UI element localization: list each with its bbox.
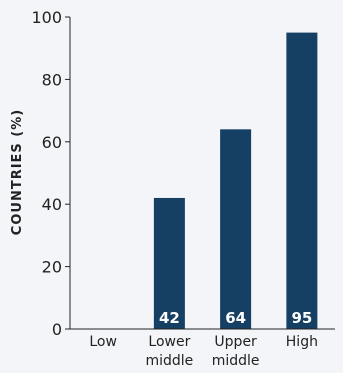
x-tick-label: Upper middle <box>212 334 260 369</box>
y-tick-label: 0 <box>52 320 62 339</box>
y-tick-label: 100 <box>31 8 62 27</box>
y-tick-label: 20 <box>42 258 62 277</box>
axes-layer <box>69 17 335 330</box>
y-axis-label: COUNTRIES (%) <box>10 109 25 235</box>
ticks-layer: 0 20 40 60 80 100 Low Lower middle Upper middle Hig… <box>31 8 318 369</box>
bar-value-label: 42 <box>159 309 180 327</box>
bar-value-label: 64 <box>225 309 246 327</box>
y-tick-label: 60 <box>42 133 62 152</box>
bar <box>220 129 252 329</box>
bar-value-label: 95 <box>291 309 312 327</box>
x-tick-label: Low <box>89 334 117 350</box>
x-tick-label: High <box>286 334 318 350</box>
y-tick-label: 40 <box>42 195 62 214</box>
y-tick-label: 80 <box>42 70 62 89</box>
x-tick-label: Lower middle <box>145 334 193 369</box>
bars-layer: 42 64 95 <box>153 32 318 329</box>
bar <box>153 197 185 329</box>
bar <box>286 32 318 329</box>
